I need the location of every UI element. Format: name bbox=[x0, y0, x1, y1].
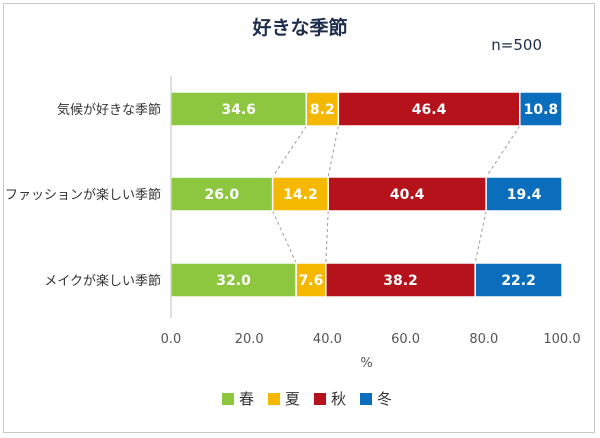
bar-segment bbox=[271, 176, 329, 212]
x-tick-label: 100.0 bbox=[543, 332, 580, 347]
data-label: 14.2 bbox=[283, 187, 318, 203]
data-label: 22.2 bbox=[501, 273, 536, 289]
connector-line bbox=[272, 125, 307, 178]
x-axis-ticks: 0.0 20.0 40.0 60.0 80.0 100.0 bbox=[161, 332, 581, 347]
data-label: 8.2 bbox=[310, 102, 335, 118]
legend-swatch bbox=[222, 393, 234, 405]
legend-swatch bbox=[360, 393, 372, 405]
stacked-bar-chart: 好きな季節 n=500 34.6 8.2 46.4 10.8 26.0 14.2 40.4 1… bbox=[5, 16, 581, 408]
bar-segment bbox=[485, 176, 563, 212]
bar-segment bbox=[519, 91, 563, 127]
legend-label: 夏 bbox=[285, 390, 300, 408]
x-tick-label: 80.0 bbox=[469, 332, 498, 347]
legend-label: 秋 bbox=[331, 390, 346, 408]
connector-line bbox=[485, 125, 521, 178]
x-tick-label: 20.0 bbox=[235, 332, 264, 347]
bar-segment bbox=[170, 91, 308, 127]
connector-line bbox=[474, 210, 487, 264]
bar-segment bbox=[474, 262, 563, 298]
chart-title: 好きな季節 bbox=[251, 16, 347, 39]
chart-frame: 好きな季節 n=500 34.6 8.2 46.4 10.8 26.0 14.2 40.4 1… bbox=[3, 3, 595, 433]
legend-swatch bbox=[314, 393, 326, 405]
connector-line bbox=[325, 210, 329, 264]
category-label: 気候が好きな季節 bbox=[57, 102, 161, 118]
category-label: ファッションが楽しい季節 bbox=[5, 187, 161, 203]
category-label: メイクが楽しい季節 bbox=[44, 273, 161, 289]
data-label: 19.4 bbox=[507, 187, 542, 203]
connector-line bbox=[272, 210, 297, 264]
legend-label: 冬 bbox=[377, 390, 392, 408]
bar-segment bbox=[327, 176, 487, 212]
sample-size-annotation: n=500 bbox=[491, 36, 542, 54]
data-label: 10.8 bbox=[524, 102, 559, 118]
bar-segment bbox=[305, 91, 340, 127]
connector-lines bbox=[272, 125, 521, 264]
data-label: 26.0 bbox=[205, 187, 240, 203]
connector-line bbox=[327, 125, 339, 178]
x-tick-label: 0.0 bbox=[161, 332, 182, 347]
x-tick-label: 60.0 bbox=[391, 332, 420, 347]
legend-label: 春 bbox=[239, 390, 254, 408]
x-tick-label: 40.0 bbox=[313, 332, 342, 347]
data-label: 7.6 bbox=[299, 273, 324, 289]
legend: 春夏秋冬 bbox=[222, 390, 392, 408]
data-label: 34.6 bbox=[221, 102, 256, 118]
data-label: 38.2 bbox=[383, 273, 418, 289]
bar-groups: 34.6 8.2 46.4 10.8 26.0 14.2 40.4 19.4 32.0 7.6 38… bbox=[170, 91, 563, 298]
data-label: 46.4 bbox=[412, 102, 447, 118]
data-label: 32.0 bbox=[216, 273, 251, 289]
x-axis-label: % bbox=[360, 356, 372, 371]
data-label: 40.4 bbox=[390, 187, 425, 203]
legend-swatch bbox=[268, 393, 280, 405]
bar-segment bbox=[325, 262, 476, 298]
